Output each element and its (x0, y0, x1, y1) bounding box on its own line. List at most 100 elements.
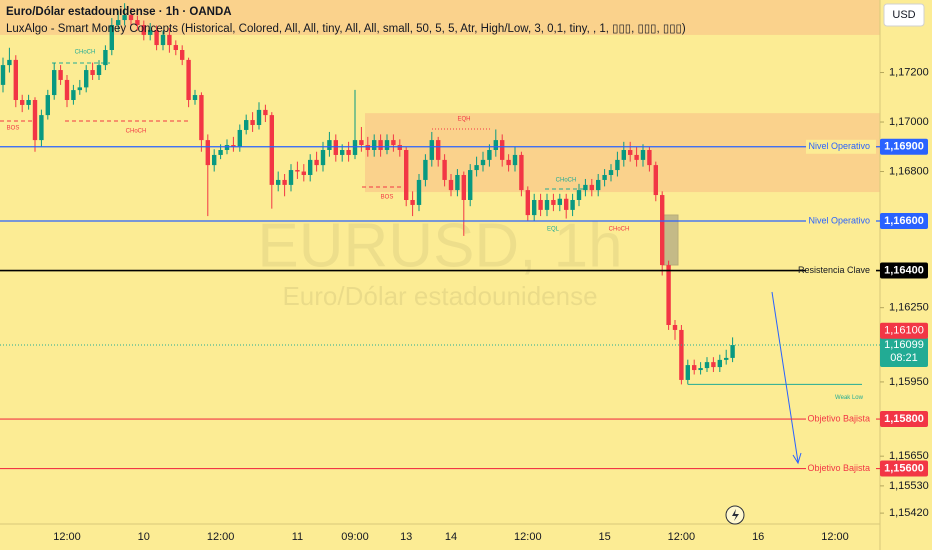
candle-body (685, 365, 690, 380)
level-price-box (880, 411, 928, 428)
candle-body (301, 171, 306, 175)
watermark-subtitle: Euro/Dólar estadounidense (282, 281, 597, 311)
level-price-label: 1,16900 (884, 141, 924, 153)
candle-body (141, 24, 146, 35)
candle-body (653, 165, 658, 196)
y-tick-label: 1,16800 (889, 165, 929, 177)
candle-body (237, 129, 242, 147)
currency-button[interactable] (883, 3, 925, 27)
candle-body (500, 140, 505, 160)
level-name: Nivel Operativo (808, 215, 870, 225)
smc-label: EQL (547, 227, 560, 233)
candle-body (103, 49, 108, 66)
candle-body (365, 145, 370, 150)
candle-body (717, 359, 722, 368)
candle-body (333, 140, 338, 155)
candle-body (218, 149, 223, 155)
x-tick-label: 12:00 (514, 531, 542, 543)
candle-body (391, 140, 396, 146)
candle-body (39, 115, 44, 141)
x-tick-label: 16 (752, 531, 764, 543)
x-tick-label: 14 (445, 531, 457, 543)
candle-body (180, 49, 185, 60)
candle-body (557, 198, 562, 205)
level-name: Resistencia Clave (798, 265, 870, 275)
candle-body (276, 179, 281, 185)
level-name-bg (806, 214, 876, 229)
level-price-box (880, 213, 928, 230)
candle-body (282, 179, 287, 185)
candle-body (416, 179, 422, 205)
candle-body (384, 140, 390, 150)
candle-body (512, 154, 518, 166)
candle-body (186, 59, 191, 100)
candle-body (13, 59, 18, 100)
level-price-label: 1,16400 (884, 264, 924, 276)
candle-body (378, 140, 383, 150)
candle-body (32, 99, 38, 141)
candle-body (461, 174, 466, 200)
candle-body (589, 184, 594, 191)
level-name-bg (806, 412, 876, 427)
candle-body (519, 154, 524, 191)
candle-body (692, 365, 697, 371)
candle-body (423, 159, 428, 180)
candle-body (724, 357, 729, 360)
smc-label: CHoCH (126, 129, 147, 135)
candle-body (544, 199, 550, 210)
candle-body (352, 140, 358, 155)
level-name-bg (806, 139, 876, 154)
candle-body (506, 159, 511, 166)
candle-body (576, 190, 582, 200)
candle-body (205, 140, 210, 166)
level-price-box (880, 262, 928, 279)
candle-body (404, 149, 409, 200)
candle-body (480, 159, 486, 166)
x-tick-label: 12:00 (207, 531, 235, 543)
candle-body (442, 159, 447, 180)
candle-body (231, 145, 236, 147)
currency-label[interactable]: USD (892, 9, 915, 21)
candle-body (634, 154, 639, 160)
candle-body (167, 34, 172, 46)
x-tick-label: 15 (598, 531, 610, 543)
smc-label: EQH (457, 117, 470, 123)
candle-body (0, 65, 6, 85)
candle-body (263, 109, 268, 116)
candle-body (596, 179, 601, 191)
candle-body (429, 140, 434, 160)
candle-body (109, 24, 114, 50)
candle-body (269, 115, 274, 185)
candle-body (538, 199, 543, 210)
candle-body (660, 195, 665, 266)
lightning-icon[interactable] (732, 509, 739, 521)
candle-body (128, 15, 134, 21)
candle-body (327, 140, 332, 150)
smc-label: BOS (7, 126, 20, 132)
candle-body (346, 149, 351, 155)
y-tick-label: 1,15420 (889, 507, 929, 519)
candle-body (173, 45, 178, 50)
candle-body (340, 149, 345, 155)
candle-body (256, 109, 262, 125)
smc-label: CHoCH (75, 50, 96, 56)
candle-body (698, 368, 703, 371)
candle-body (135, 20, 140, 25)
marker-price-box (880, 322, 928, 339)
candle-body (77, 87, 82, 91)
candle-body (628, 149, 633, 155)
candle-body (288, 170, 294, 185)
level-price-box (880, 460, 928, 477)
candle-body (640, 149, 646, 160)
candle-body (532, 199, 537, 216)
x-tick-label: 12:00 (53, 531, 81, 543)
candle-body (468, 170, 473, 200)
watermark: EURUSD, 1h (257, 211, 622, 280)
y-tick-label: 1,15530 (889, 480, 929, 492)
level-name: Nivel Operativo (808, 141, 870, 151)
candle-body (192, 95, 198, 100)
smc-label: BOS (381, 195, 394, 201)
candle-body (704, 362, 710, 369)
